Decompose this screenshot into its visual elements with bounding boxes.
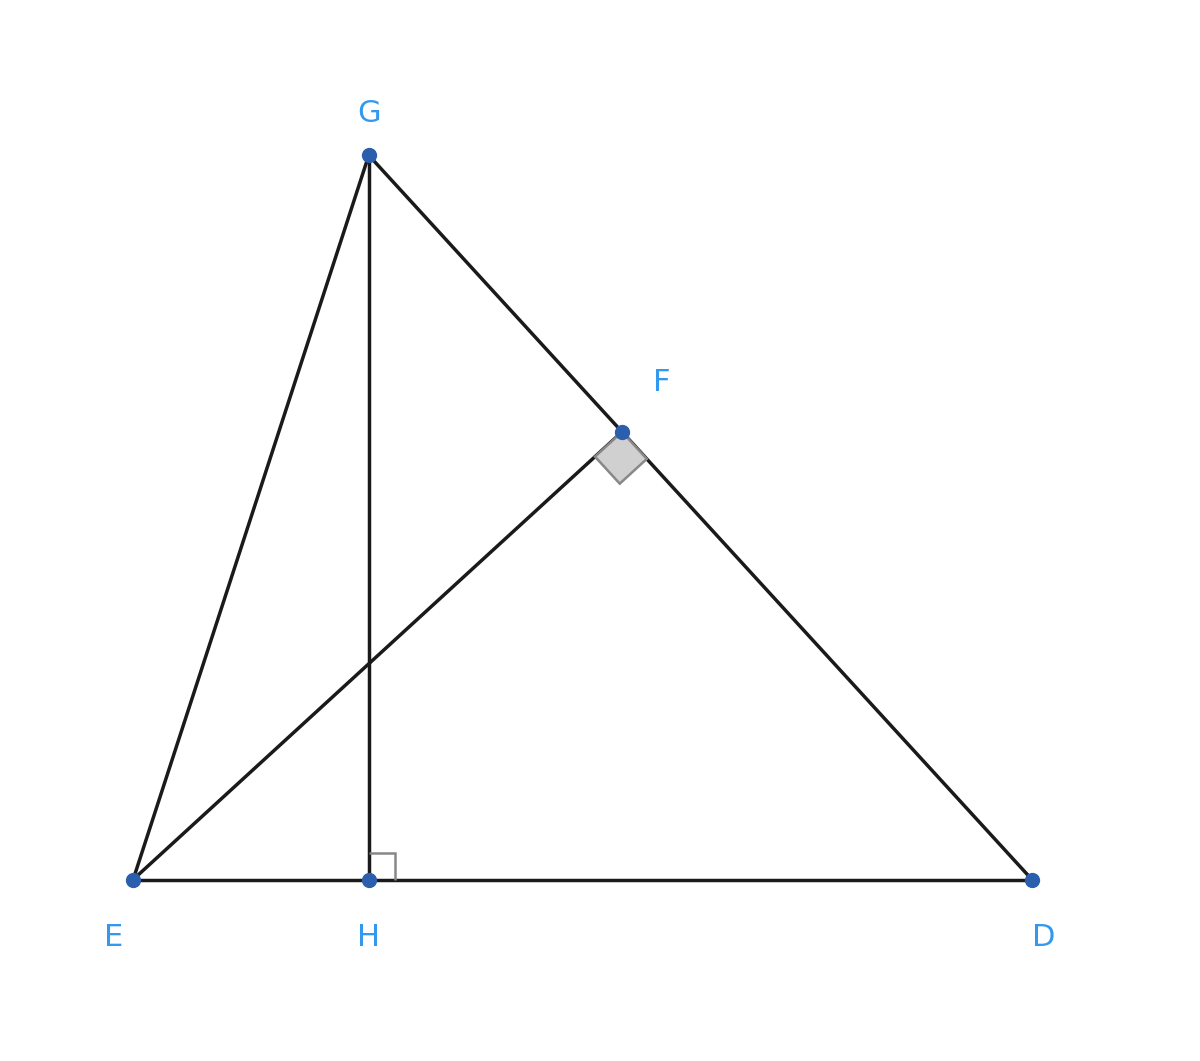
Text: D: D xyxy=(1032,923,1056,952)
Polygon shape xyxy=(595,432,647,484)
Text: F: F xyxy=(654,367,671,397)
Text: E: E xyxy=(104,923,124,952)
Text: H: H xyxy=(358,923,380,952)
Text: G: G xyxy=(356,99,380,127)
